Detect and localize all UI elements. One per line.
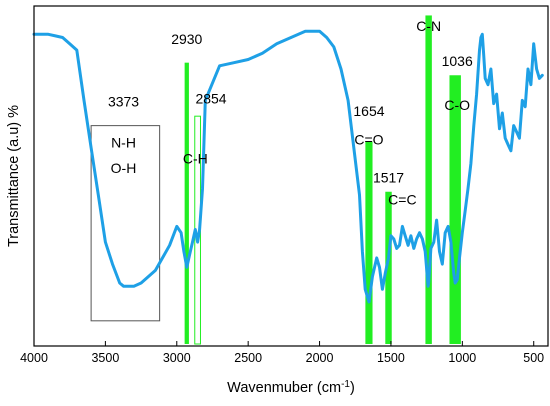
x-tick-label-3000: 3000 — [163, 351, 191, 365]
annotation-C=O: C=O — [354, 132, 383, 148]
annotation-N-H: N-H — [111, 135, 136, 151]
x-tick-label-1500: 1500 — [377, 351, 405, 365]
band-1517 — [385, 191, 392, 344]
nh-oh-box — [90, 125, 161, 322]
band-1050 — [449, 75, 461, 344]
annotation-C-N: C-N — [416, 18, 441, 34]
band-1236 — [425, 15, 432, 344]
x-tick-label-500: 500 — [523, 351, 544, 365]
annotation-1654: 1654 — [353, 103, 384, 119]
x-tick-label-1000: 1000 — [448, 351, 476, 365]
x-tick-label-2500: 2500 — [234, 351, 262, 365]
annotation-C-O: C-O — [444, 97, 470, 113]
annotation-1036: 1036 — [442, 53, 473, 69]
annotation-2854: 2854 — [195, 91, 226, 107]
x-axis: 4000 3500 3000 2500 2000 1500 1000 500 — [20, 341, 544, 365]
annotation-O-H: O-H — [111, 160, 137, 176]
annotation-C-H: C-H — [183, 150, 208, 166]
y-axis-title: Transmittance (a.u) % — [6, 105, 22, 247]
plot-frame — [33, 5, 549, 347]
band-2930 — [184, 62, 189, 345]
band-1654 — [365, 141, 373, 344]
x-axis-title: Wavenmuber (cm-1) — [227, 379, 355, 397]
annotation-C=C: C=C — [388, 191, 416, 207]
annotation-2930: 2930 — [171, 31, 202, 47]
x-tick-label-3500: 3500 — [91, 351, 119, 365]
plot-area: 3373N-HO-H29302854C-H1654C=O1517C=C1236C… — [32, 15, 544, 345]
spectrum-line — [32, 29, 544, 304]
x-tick-label-4000: 4000 — [20, 351, 48, 365]
annotation-1517: 1517 — [373, 169, 404, 185]
annotation-3373: 3373 — [108, 94, 139, 110]
x-tick-label-2000: 2000 — [306, 351, 334, 365]
